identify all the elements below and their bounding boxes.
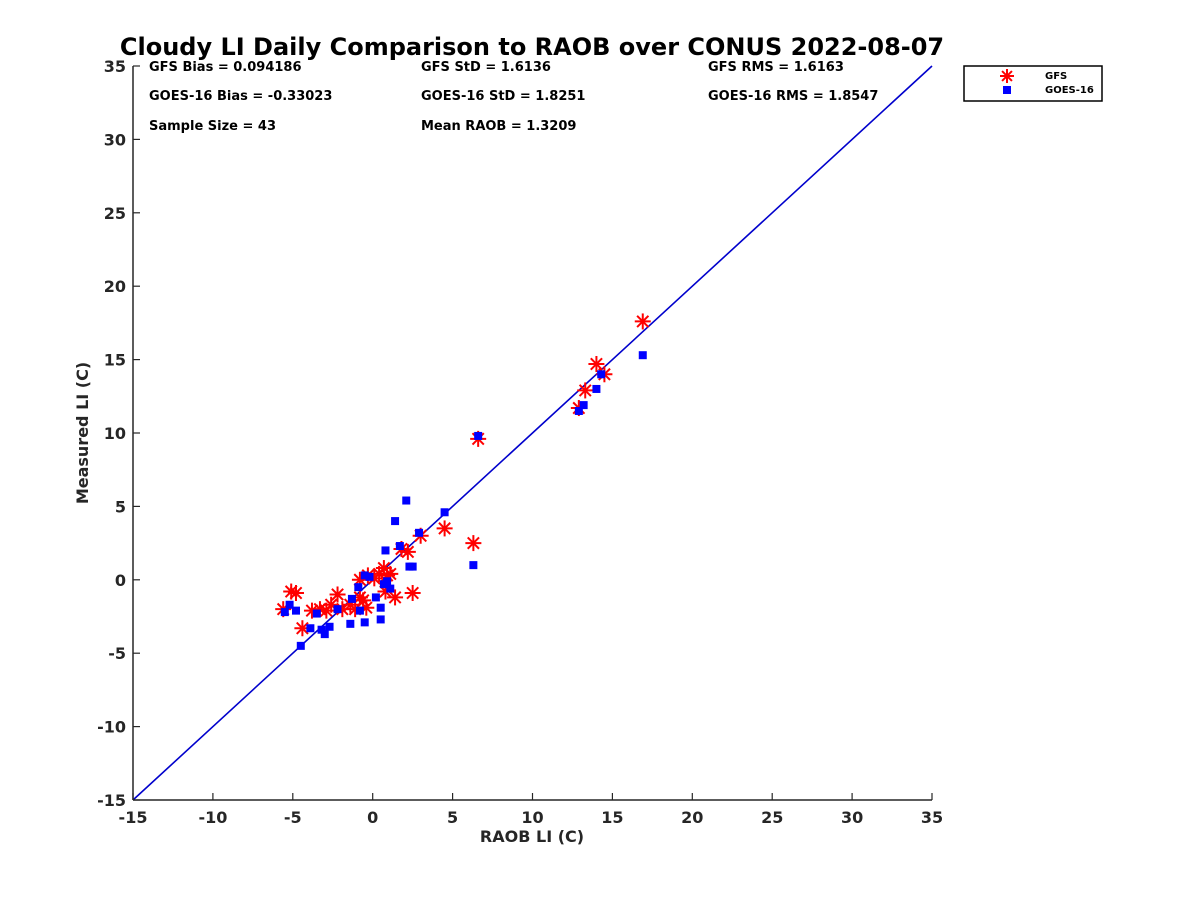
goes16-point — [415, 528, 424, 537]
gfs-point — [404, 585, 421, 602]
y-tick-label: 0 — [115, 571, 126, 590]
goes16-point — [346, 619, 355, 628]
goes16-point — [347, 594, 356, 603]
goes16-point — [592, 384, 601, 393]
goes16-point — [376, 615, 385, 624]
gfs-point — [387, 589, 404, 606]
x-tick-label: -15 — [119, 808, 148, 827]
plot-area — [132, 65, 933, 801]
goes16-point — [360, 571, 369, 580]
legend-gfs-label: GFS — [1045, 71, 1067, 82]
y-tick-label: -15 — [97, 791, 126, 810]
legend-box — [963, 65, 1103, 102]
x-ticks: -15 -10 -5 0 5 10 15 20 25 30 35 — [119, 793, 943, 827]
goes16-point — [280, 608, 289, 617]
goes16-point — [391, 517, 400, 526]
legend-gfs-asterisk — [1000, 69, 1014, 83]
goes16-point — [408, 562, 417, 571]
legend-goes16-square — [1003, 86, 1011, 94]
goes16-point — [320, 630, 329, 639]
x-tick-label: 5 — [447, 808, 458, 827]
y-tick-label: -10 — [97, 718, 126, 737]
goes16-point — [365, 572, 374, 581]
goes16-point — [325, 622, 334, 631]
goes16-point — [638, 351, 647, 360]
x-tick-label: 20 — [681, 808, 703, 827]
y-tick-label: 10 — [104, 424, 126, 443]
goes16-point — [402, 496, 411, 505]
goes16-point — [296, 641, 305, 650]
sample-size-stat: Sample Size = 43 — [149, 119, 276, 134]
goes16-point — [317, 625, 326, 634]
goes16-point — [312, 609, 321, 618]
gfs-point — [588, 356, 605, 373]
gfs-point — [329, 586, 346, 603]
goes16-points-layer — [280, 351, 647, 650]
x-tick-label: 35 — [921, 808, 943, 827]
goes16-point — [360, 618, 369, 627]
reference-line-layer — [132, 65, 933, 801]
goes16-point — [354, 583, 363, 592]
goes16-point — [376, 603, 385, 612]
chart-title: Cloudy LI Daily Comparison to RAOB over … — [120, 33, 944, 61]
x-tick-label: 15 — [601, 808, 623, 827]
y-tick-label: -5 — [108, 644, 126, 663]
x-axis-label: RAOB LI (C) — [480, 827, 584, 846]
y-tick-label: 30 — [104, 130, 126, 149]
x-tick-label: 30 — [841, 808, 863, 827]
gfs-std-stat: GFS StD = 1.6136 — [421, 60, 551, 75]
goes16-point — [383, 577, 392, 586]
y-tick-label: 15 — [104, 351, 126, 370]
x-tick-label: -5 — [284, 808, 302, 827]
goes16-rms-stat: GOES-16 RMS = 1.8547 — [708, 89, 878, 104]
x-tick-label: 10 — [521, 808, 543, 827]
y-ticks: -15 -10 -5 0 5 10 15 20 25 30 35 — [97, 57, 140, 810]
x-tick-label: 0 — [367, 808, 378, 827]
gfs-point — [465, 535, 482, 552]
gfs-point — [577, 382, 594, 399]
legend-goes16-label: GOES-16 — [1045, 85, 1094, 96]
goes16-point — [371, 593, 380, 602]
gfs-bias-stat: GFS Bias = 0.094186 — [149, 60, 302, 75]
goes16-point — [306, 624, 315, 633]
y-tick-label: 25 — [104, 204, 126, 223]
y-tick-label: 35 — [104, 57, 126, 76]
legend: GFS GOES-16 — [963, 65, 1103, 102]
x-tick-label: 25 — [761, 808, 783, 827]
goes16-point — [440, 508, 449, 517]
goes16-point — [474, 431, 483, 440]
y-axis-label: Measured LI (C) — [73, 362, 92, 504]
gfs-point — [399, 543, 416, 560]
goes16-point — [574, 406, 583, 415]
goes16-point — [386, 584, 395, 593]
x-tick-label: -10 — [198, 808, 227, 827]
gfs-point — [634, 313, 651, 330]
goes16-point — [333, 605, 342, 614]
goes16-point — [381, 546, 390, 555]
goes16-point — [579, 401, 588, 410]
goes16-point — [395, 542, 404, 551]
goes16-point — [355, 606, 364, 615]
y-tick-label: 20 — [104, 277, 126, 296]
legend-gfs-marker — [1000, 69, 1014, 83]
goes16-point — [291, 606, 300, 615]
goes16-point — [597, 370, 606, 379]
gfs-point — [287, 585, 304, 602]
gfs-point — [436, 520, 453, 537]
stats-annotations: GFS Bias = 0.094186 GFS StD = 1.6136 GFS… — [149, 60, 878, 134]
mean-raob-stat: Mean RAOB = 1.3209 — [421, 119, 576, 134]
goes16-std-stat: GOES-16 StD = 1.8251 — [421, 89, 585, 104]
one-to-one-line — [132, 65, 933, 801]
y-tick-label: 5 — [115, 497, 126, 516]
goes16-bias-stat: GOES-16 Bias = -0.33023 — [149, 89, 332, 104]
goes16-point — [285, 600, 294, 609]
legend-goes16-marker — [1003, 86, 1011, 94]
goes16-point — [469, 561, 478, 570]
gfs-rms-stat: GFS RMS = 1.6163 — [708, 60, 844, 75]
